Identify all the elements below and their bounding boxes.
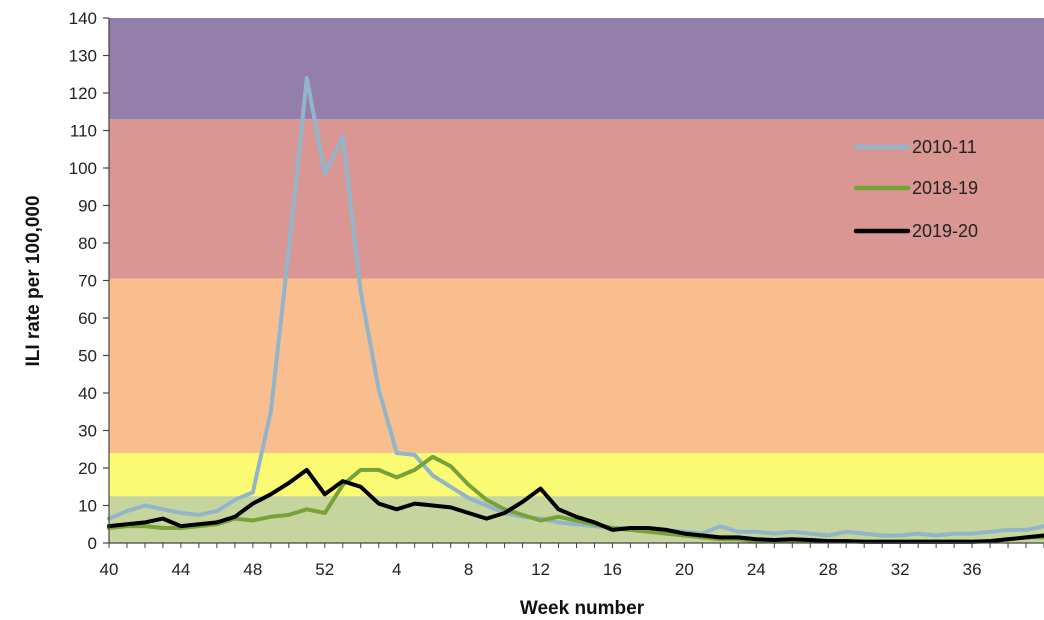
- legend: 2010-11 2018-19 2019-20: [853, 137, 978, 241]
- x-tick-label: 36: [963, 560, 982, 579]
- x-tick-label: 48: [243, 560, 262, 579]
- y-tick-label: 90: [78, 197, 97, 216]
- x-axis: 40 44 48 52 4 8 12 16 20 24 28 32 36: [100, 542, 1044, 579]
- y-tick-label: 20: [78, 459, 97, 478]
- band-4: [109, 18, 1044, 120]
- x-tick-label: 20: [675, 560, 694, 579]
- y-tick-label: 80: [78, 234, 97, 253]
- x-tick-label: 12: [531, 560, 550, 579]
- y-tick-label: 10: [78, 497, 97, 516]
- x-tick-label: 16: [603, 560, 622, 579]
- y-tick-label: 30: [78, 422, 97, 441]
- x-tick-label: 52: [315, 560, 334, 579]
- x-tick-label: 28: [819, 560, 838, 579]
- series-line-2010-11: [107, 76, 1044, 538]
- legend-label-2010-11: 2010-11: [912, 137, 977, 157]
- y-tick-label: 130: [69, 47, 97, 66]
- y-tick-label: 140: [69, 9, 97, 28]
- legend-label-2019-20: 2019-20: [912, 221, 978, 241]
- series-line-2019-20: [107, 467, 1044, 544]
- x-tick-label: 44: [171, 560, 190, 579]
- y-tick-label: 70: [78, 272, 97, 291]
- band-1: [109, 453, 1044, 497]
- activity-bands: [109, 18, 1044, 543]
- x-axis-title: Week number: [520, 598, 645, 619]
- x-tick-label: 8: [464, 560, 473, 579]
- y-axis: 0 10 20 30 40 50 60 70 80 90 100 110 120 130 140: [69, 9, 110, 553]
- y-tick-label: 110: [70, 122, 97, 141]
- y-tick-label: 40: [78, 384, 97, 403]
- legend-label-2018-19: 2018-19: [912, 178, 978, 198]
- y-tick-label: 50: [78, 347, 97, 366]
- y-tick-label: 120: [69, 84, 97, 103]
- x-tick-label: 24: [747, 560, 766, 579]
- series-lines: [107, 76, 1044, 544]
- y-axis-title: ILI rate per 100,000: [23, 195, 44, 366]
- x-tick-label: 32: [891, 560, 910, 579]
- y-tick-label: 60: [78, 309, 97, 328]
- x-tick-label: 40: [100, 560, 119, 579]
- y-tick-label: 0: [88, 534, 97, 553]
- x-tick-label: 4: [392, 560, 401, 579]
- band-2: [109, 278, 1044, 453]
- y-tick-label: 100: [69, 159, 97, 178]
- band-3: [109, 119, 1044, 279]
